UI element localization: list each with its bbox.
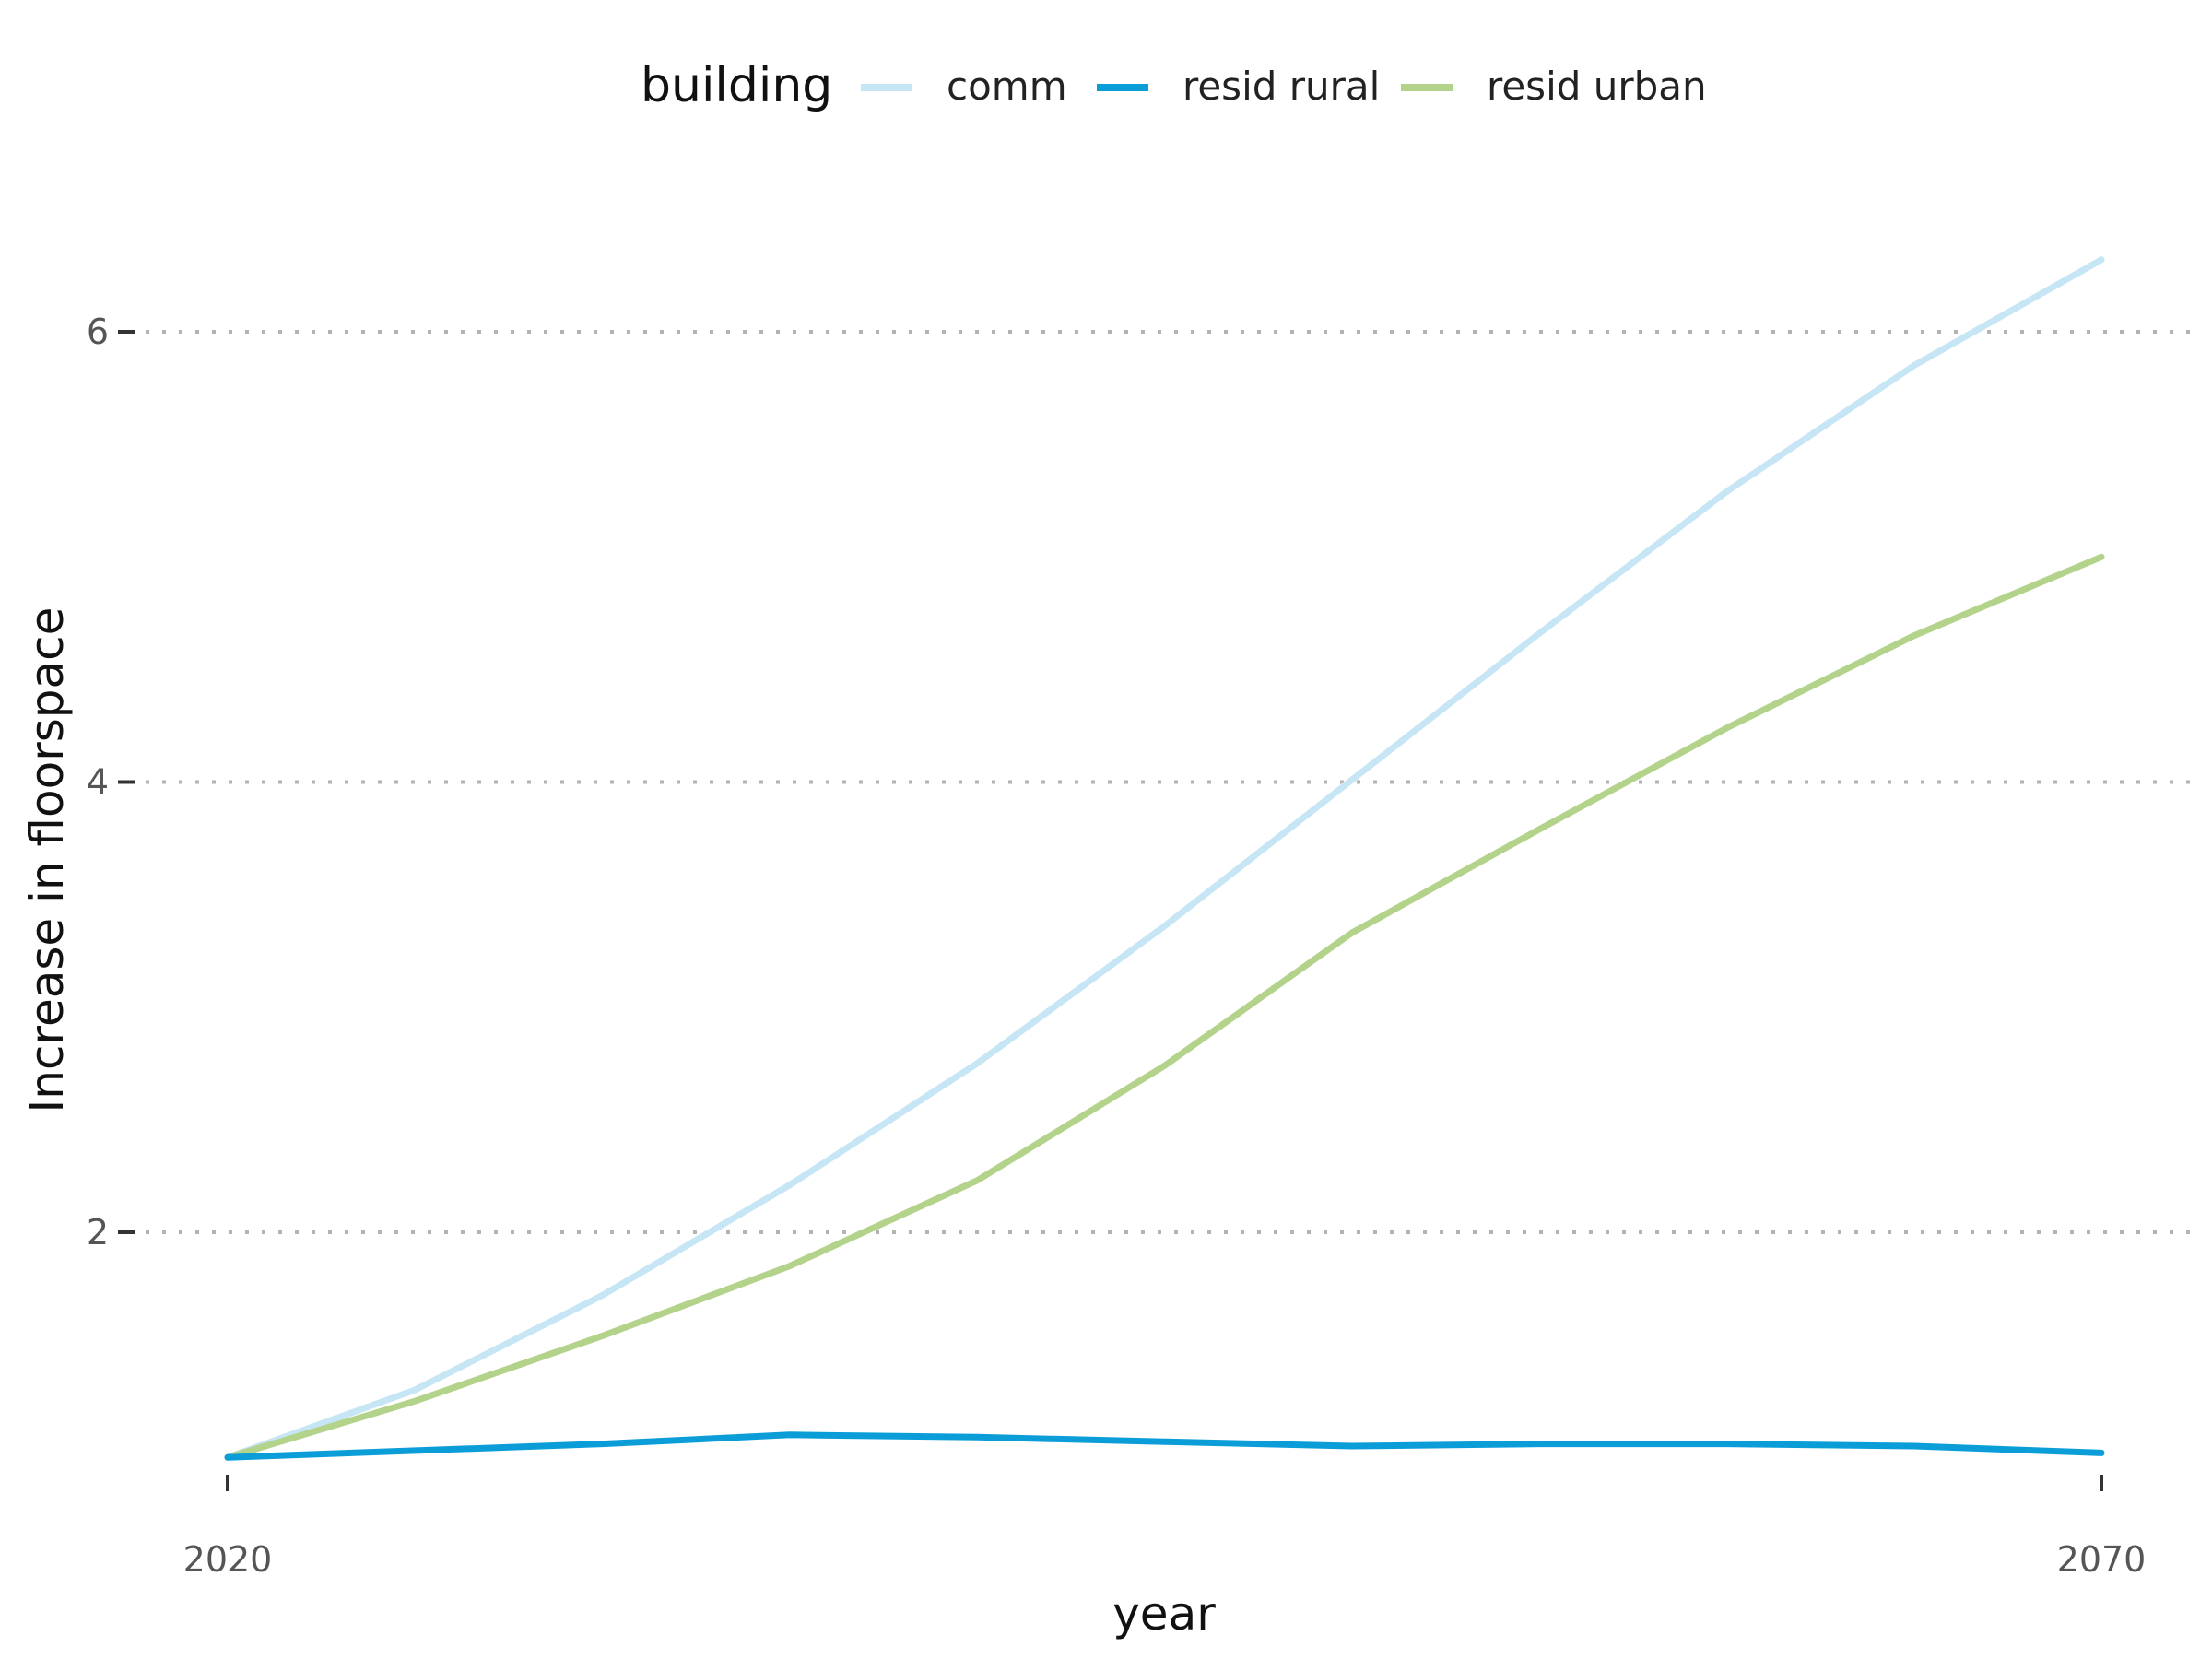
legend-label: comm bbox=[947, 64, 1067, 109]
y-axis-title: Increase in floorspace bbox=[20, 607, 74, 1113]
legend: building comm resid rural resid urban bbox=[641, 58, 1707, 113]
legend-label: resid urban bbox=[1487, 64, 1707, 109]
series-line-resid-rural bbox=[224, 1431, 2105, 1461]
legend-title: building bbox=[641, 58, 832, 113]
x-axis-title: year bbox=[1112, 1587, 1216, 1641]
y-tick-label: 6 bbox=[87, 312, 109, 352]
legend-label: resid rural bbox=[1182, 64, 1380, 109]
y-tick-label: 2 bbox=[87, 1212, 109, 1253]
x-tick-label: 2070 bbox=[2057, 1539, 2147, 1580]
series-line-resid-urban bbox=[224, 553, 2105, 1461]
grid bbox=[129, 330, 2198, 1234]
axes: 2 4 6 2020 2070 bbox=[87, 312, 2147, 1580]
x-tick-label: 2020 bbox=[183, 1539, 273, 1580]
series-layer bbox=[224, 256, 2105, 1461]
series-line-comm bbox=[224, 256, 2105, 1461]
y-tick-label: 4 bbox=[87, 762, 109, 803]
